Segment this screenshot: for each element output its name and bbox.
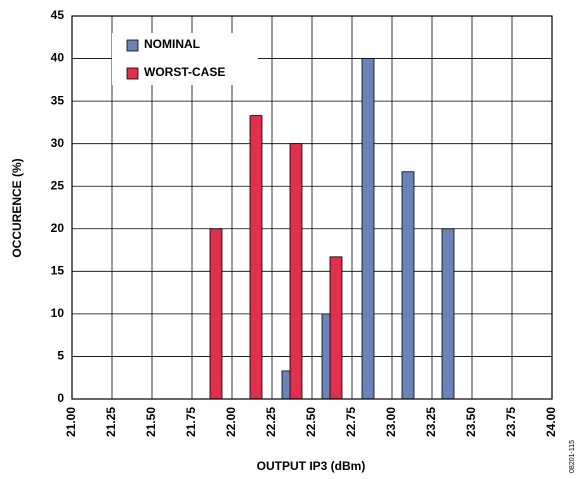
x-tick-label: 23.50 <box>464 407 478 437</box>
x-tick-label: 21.25 <box>104 407 118 437</box>
bar <box>209 228 223 400</box>
y-tick-label: 40 <box>51 51 65 65</box>
y-tick-label: 35 <box>51 93 65 107</box>
y-tick-label: 20 <box>51 221 65 235</box>
y-tick-label: 5 <box>57 349 64 363</box>
y-tick-label: 45 <box>51 8 65 22</box>
x-tick-label: 21.50 <box>144 407 158 437</box>
bar <box>289 143 303 400</box>
plot-frame <box>71 15 553 400</box>
y-axis-title: OCCURENCE (%) <box>10 158 24 257</box>
bar <box>401 171 415 400</box>
x-axis-title: OUTPUT IP3 (dBm) <box>257 459 366 473</box>
x-tick-label: 24.00 <box>544 407 558 437</box>
legend-swatch <box>126 67 139 80</box>
legend-swatch <box>126 39 139 52</box>
bar <box>441 228 455 400</box>
figure-id: 08201-115 <box>569 440 576 473</box>
legend-label: WORST-CASE <box>144 65 225 79</box>
bar <box>361 58 375 400</box>
x-tick-label: 21.75 <box>184 407 198 437</box>
y-tick-label: 15 <box>51 264 65 278</box>
x-tick-label: 23.75 <box>504 407 518 437</box>
x-tick-label: 22.50 <box>304 407 318 437</box>
x-tick-label: 21.00 <box>64 407 78 437</box>
bar <box>249 115 263 400</box>
y-tick-label: 25 <box>51 178 65 192</box>
legend-label: NOMINAL <box>144 37 200 51</box>
y-tick-label: 0 <box>57 391 64 405</box>
y-tick-label: 10 <box>51 306 65 320</box>
x-tick-label: 22.00 <box>224 407 238 437</box>
x-tick-label: 23.00 <box>384 407 398 437</box>
y-tick-label: 30 <box>51 136 65 150</box>
x-tick-label: 23.25 <box>424 407 438 437</box>
x-tick-label: 22.75 <box>344 407 358 437</box>
bar <box>329 256 343 400</box>
x-tick-label: 22.25 <box>264 407 278 437</box>
